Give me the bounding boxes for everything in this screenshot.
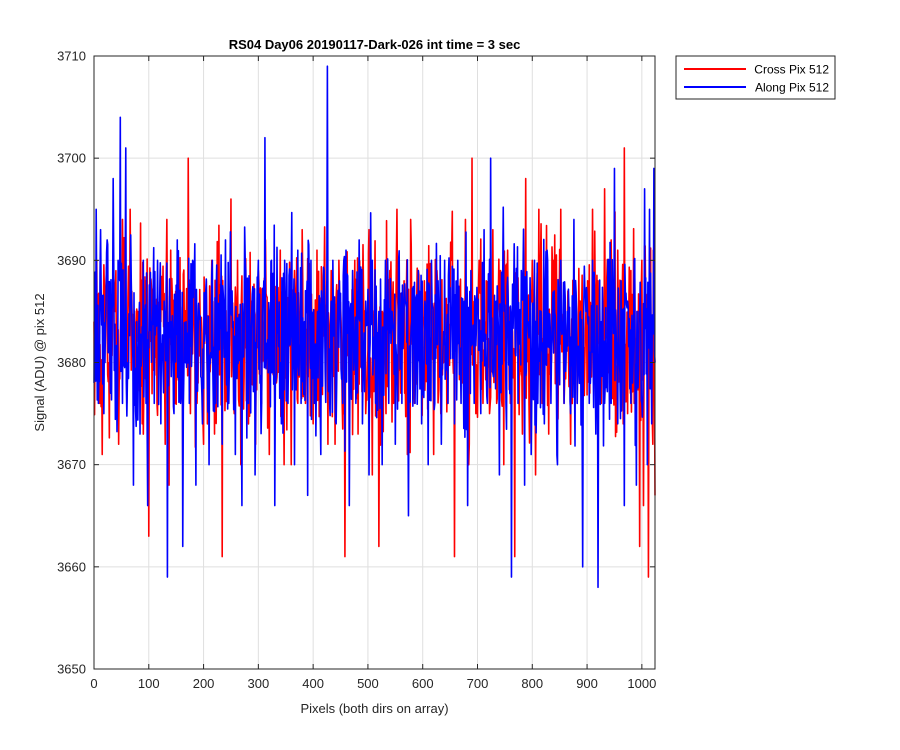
y-tick-label: 3650 (57, 662, 86, 677)
x-tick-label: 1000 (627, 676, 656, 691)
legend-box (675, 55, 836, 100)
x-tick-label: 700 (467, 676, 489, 691)
x-tick-label: 300 (248, 676, 270, 691)
series-line-along-pix (93, 65, 656, 589)
y-axis-ticks: 3650 3660 3670 3680 3690 3700 3710 (57, 49, 655, 677)
y-tick-label: 3710 (57, 49, 86, 64)
x-tick-label: 900 (576, 676, 598, 691)
legend: Cross Pix 512 Along Pix 512 (675, 55, 836, 100)
x-tick-label: 500 (357, 676, 379, 691)
y-tick-label: 3660 (57, 559, 86, 574)
legend-label-along-pix: Along Pix 512 (755, 81, 829, 95)
x-axis-ticks: 0 100 200 300 400 500 600 700 800 900 1000 (90, 56, 656, 691)
legend-label-cross-pix: Cross Pix 512 (754, 63, 829, 77)
y-tick-label: 3700 (57, 151, 86, 166)
y-axis-label: Signal (ADU) @ pix 512 (32, 293, 47, 431)
y-tick-label: 3670 (57, 457, 86, 472)
series-layer (93, 65, 656, 589)
x-tick-label: 400 (302, 676, 324, 691)
y-tick-label: 3690 (57, 253, 86, 268)
x-axis-label: Pixels (both dirs on array) (300, 701, 448, 716)
chart-title: RS04 Day06 20190117-Dark-026 int time = … (229, 37, 521, 52)
x-tick-label: 200 (193, 676, 215, 691)
x-tick-label: 0 (90, 676, 97, 691)
y-tick-label: 3680 (57, 355, 86, 370)
x-tick-label: 100 (138, 676, 160, 691)
x-tick-label: 800 (521, 676, 543, 691)
x-tick-label: 600 (412, 676, 434, 691)
